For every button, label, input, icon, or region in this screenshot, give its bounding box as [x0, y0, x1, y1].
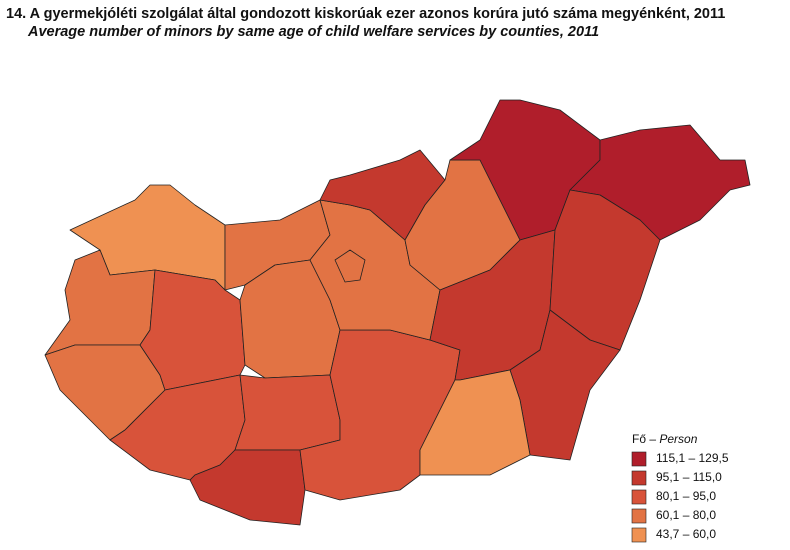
legend-title: Fő – Person [632, 432, 698, 446]
subtitle: Average number of minors by same age of … [28, 24, 600, 40]
legend: 115,1 – 129,5 95,1 – 115,0 80,1 – 95,0 60,1… [631, 451, 729, 543]
legend-label: 60,1 – 80,0 [656, 508, 716, 522]
legend-swatch [631, 508, 647, 524]
legend-swatch [631, 470, 647, 486]
legend-label: 95,1 – 115,0 [656, 470, 722, 484]
county [234, 374, 341, 451]
legend-label: 43,7 – 60,0 [656, 527, 716, 541]
legend-swatch [631, 489, 647, 505]
county [509, 309, 621, 461]
counties [44, 99, 751, 526]
legend-swatch [631, 527, 647, 543]
title: 14. A gyermekjóléti szolgálat által gond… [6, 6, 726, 22]
legend-title-text: Fő – [632, 432, 656, 446]
legend-label: 115,1 – 129,5 [656, 451, 729, 465]
county [419, 369, 531, 476]
legend-title-italic: Person [659, 432, 697, 446]
legend-label: 80,1 – 95,0 [656, 489, 716, 503]
legend-swatch [631, 451, 647, 467]
county [334, 249, 366, 283]
